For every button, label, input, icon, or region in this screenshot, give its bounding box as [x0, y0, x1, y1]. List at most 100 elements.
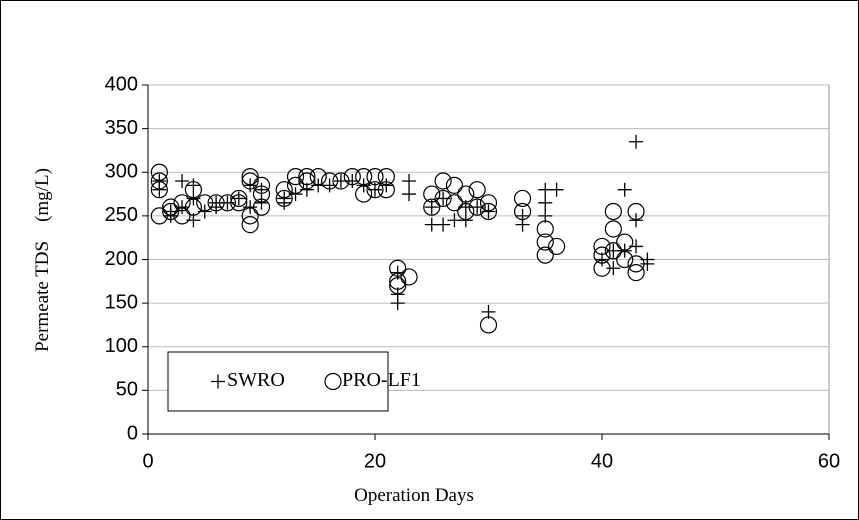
point: [513, 202, 532, 221]
point: [604, 242, 622, 260]
point: [436, 217, 451, 232]
point: [275, 189, 293, 208]
point: [606, 261, 621, 276]
point: [593, 246, 611, 264]
point: [150, 172, 168, 190]
legend-label: PRO-LF1: [342, 369, 421, 391]
point: [343, 168, 361, 186]
point: [479, 316, 498, 334]
point: [445, 194, 464, 212]
point: [479, 194, 498, 212]
point: [230, 189, 248, 208]
legend-marker: [324, 372, 342, 391]
point: [617, 182, 632, 197]
y-tick-label: 350: [105, 117, 138, 139]
point: [196, 194, 214, 212]
point: [604, 220, 622, 238]
point: [377, 168, 395, 186]
y-axis-label: Permeate TDS (mg/L): [32, 168, 53, 352]
point: [434, 172, 452, 190]
point: [332, 172, 350, 190]
point: [163, 208, 178, 223]
point: [629, 213, 644, 228]
point: [458, 213, 473, 228]
point: [616, 233, 634, 251]
point: [152, 182, 167, 197]
point: [252, 185, 271, 203]
point: [218, 194, 237, 212]
point: [627, 202, 645, 221]
x-tick-label: 0: [142, 450, 153, 472]
y-tick-label: 250: [105, 204, 138, 226]
point: [254, 182, 269, 197]
point: [377, 181, 395, 199]
point: [389, 272, 407, 290]
legend-label: SWRO: [227, 369, 285, 391]
point: [547, 237, 566, 256]
point: [241, 216, 259, 234]
point: [298, 168, 316, 186]
point: [162, 198, 180, 216]
point: [321, 172, 339, 190]
point: [468, 198, 486, 216]
point: [389, 277, 407, 295]
point: [457, 185, 475, 203]
y-tick-label: 400: [105, 73, 138, 95]
y-tick-label: 300: [105, 161, 138, 183]
y-tick-label: 50: [116, 379, 138, 401]
point: [468, 181, 486, 199]
point: [298, 172, 316, 190]
point: [423, 198, 441, 216]
point: [366, 181, 384, 199]
point: [150, 163, 168, 181]
point: [252, 198, 271, 216]
point: [366, 168, 384, 186]
point: [173, 207, 191, 225]
point: [402, 173, 417, 188]
point: [627, 255, 645, 273]
y-tick-label: 100: [105, 335, 138, 357]
point: [241, 172, 259, 190]
x-tick-label: 20: [364, 450, 386, 472]
point: [184, 181, 202, 199]
point: [515, 208, 530, 223]
point: [162, 202, 180, 221]
x-axis-label: Operation Days: [354, 485, 474, 506]
point: [479, 202, 498, 221]
x-tick-label: 60: [818, 450, 840, 472]
y-tick-label: 200: [105, 248, 138, 270]
point: [617, 243, 632, 258]
point: [434, 189, 452, 208]
point: [616, 250, 634, 269]
point: [309, 168, 327, 186]
point: [355, 185, 373, 203]
point: [173, 194, 191, 212]
point: [186, 178, 201, 193]
point: [536, 246, 554, 264]
point: [604, 202, 622, 221]
point: [549, 182, 564, 197]
point: [400, 268, 418, 286]
point: [150, 207, 168, 225]
x-tick-label: 40: [591, 450, 613, 472]
y-tick-label: 0: [127, 422, 138, 444]
point: [241, 207, 259, 225]
legend-box: [167, 351, 389, 412]
point: [536, 233, 554, 251]
point: [207, 194, 225, 212]
point: [389, 259, 407, 277]
point: [355, 168, 373, 186]
point: [423, 185, 441, 203]
point: [445, 176, 464, 194]
point: [593, 259, 611, 277]
point: [243, 178, 258, 193]
point: [402, 187, 417, 202]
point: [184, 198, 202, 216]
point: [593, 237, 611, 256]
point: [457, 202, 475, 221]
point: [536, 220, 554, 238]
legend-marker: [211, 374, 225, 389]
point: [150, 181, 168, 199]
point: [286, 176, 305, 194]
point: [175, 173, 190, 188]
